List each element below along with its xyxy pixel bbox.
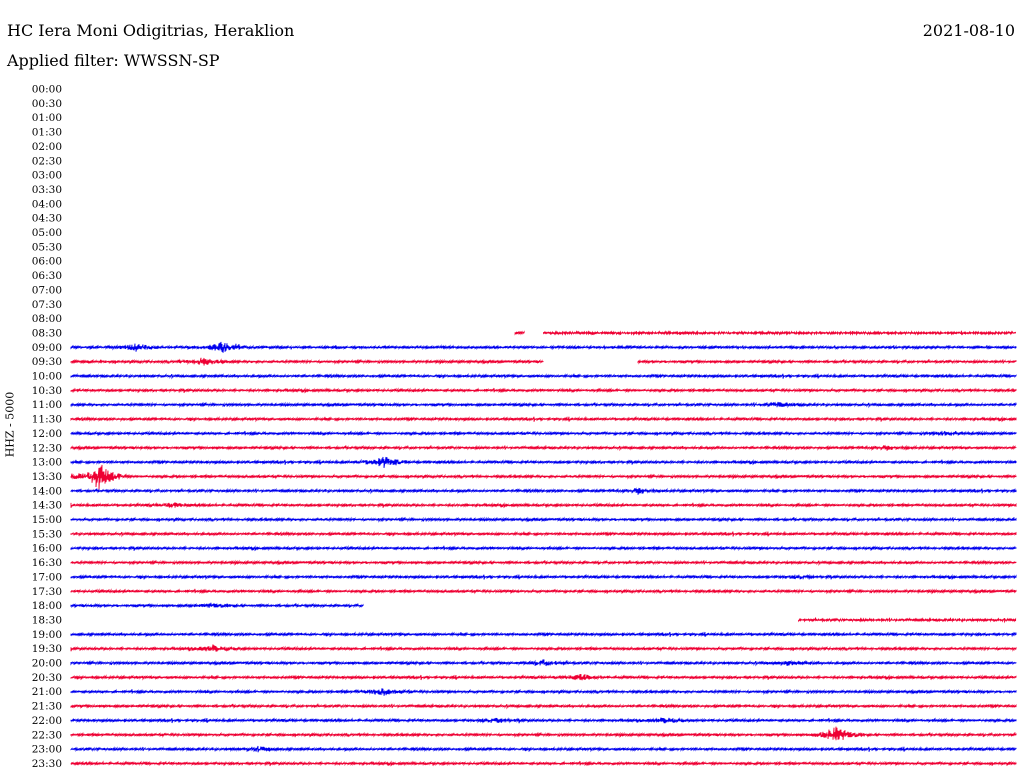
time-tick-label: 17:30	[32, 586, 62, 598]
time-tick-label: 14:30	[32, 500, 62, 512]
time-tick-label: 07:00	[32, 284, 62, 296]
time-tick-label: 20:30	[32, 672, 62, 684]
filter-label: Applied filter: WWSSN-SP	[7, 51, 220, 70]
time-tick-label: 11:00	[32, 399, 62, 411]
seismic-trace	[70, 387, 1017, 394]
time-tick-label: 00:00	[32, 84, 62, 96]
time-tick-label: 21:00	[32, 686, 62, 698]
seismic-trace	[70, 702, 1017, 710]
seismic-trace	[70, 502, 1017, 509]
time-tick-label: 08:00	[32, 313, 62, 325]
time-tick-label: 22:30	[32, 729, 62, 741]
time-tick-label: 10:30	[32, 385, 62, 397]
seismic-trace	[798, 616, 1017, 624]
time-tick-label: 09:00	[32, 342, 62, 354]
time-tick-label: 22:00	[32, 715, 62, 727]
time-tick-label: 11:30	[32, 414, 62, 426]
time-tick-label: 04:00	[32, 198, 62, 210]
seismic-trace	[70, 357, 544, 366]
seismic-trace	[70, 717, 1017, 724]
seismic-trace	[70, 545, 1017, 552]
time-tick-label: 19:00	[32, 629, 62, 641]
seismic-trace	[70, 588, 1017, 595]
time-tick-label: 13:30	[32, 471, 62, 483]
time-tick-label: 16:30	[32, 557, 62, 569]
seismic-trace	[70, 430, 1017, 437]
seismic-trace	[70, 401, 1017, 409]
seismic-trace	[70, 602, 364, 609]
time-tick-label: 12:30	[32, 442, 62, 454]
seismic-trace	[70, 415, 1017, 423]
seismic-trace	[70, 674, 1017, 681]
date-label: 2021-08-10	[922, 21, 1015, 40]
time-tick-label: 20:00	[32, 658, 62, 670]
time-tick-label: 00:30	[32, 98, 62, 110]
time-tick-label: 07:30	[32, 299, 62, 311]
time-tick-label: 08:30	[32, 327, 62, 339]
seismic-trace	[70, 631, 1017, 638]
seismic-trace	[70, 573, 1017, 581]
seismic-trace	[70, 760, 1017, 767]
time-tick-label: 16:00	[32, 543, 62, 555]
time-tick-label: 18:00	[32, 600, 62, 612]
time-tick-label: 21:30	[32, 701, 62, 713]
time-tick-label: 23:30	[32, 758, 62, 770]
seismic-trace	[70, 726, 1017, 741]
seismic-trace	[70, 530, 1017, 538]
time-tick-label: 05:30	[32, 241, 62, 253]
time-tick-label: 19:30	[32, 643, 62, 655]
time-tick-label: 03:00	[32, 170, 62, 182]
seismic-trace	[70, 341, 1017, 353]
time-tick-label: 18:30	[32, 614, 62, 626]
seismic-trace	[637, 358, 1017, 365]
time-tick-label: 10:00	[32, 371, 62, 383]
time-tick-label: 13:00	[32, 457, 62, 469]
seismic-trace	[70, 464, 1017, 490]
time-tick-label: 04:30	[32, 213, 62, 225]
time-tick-label: 09:30	[32, 356, 62, 368]
seismic-trace	[543, 329, 1016, 337]
seismic-trace	[70, 745, 1017, 753]
seismic-trace	[70, 559, 1017, 567]
seismic-trace	[70, 456, 1017, 468]
time-tick-label: 15:00	[32, 514, 62, 526]
time-tick-label: 05:00	[32, 227, 62, 239]
time-tick-label: 06:00	[32, 256, 62, 268]
seismic-trace	[70, 659, 1017, 667]
seismic-trace	[70, 516, 1017, 523]
seismic-trace	[70, 372, 1017, 380]
time-tick-label: 03:30	[32, 184, 62, 196]
seismic-trace	[70, 644, 1017, 652]
seismic-trace	[514, 330, 525, 336]
time-tick-label: 01:00	[32, 112, 62, 124]
seismic-trace	[70, 444, 1017, 452]
time-tick-label: 14:00	[32, 485, 62, 497]
time-tick-label: 12:00	[32, 428, 62, 440]
time-tick-label: 06:30	[32, 270, 62, 282]
seismic-trace	[70, 688, 1017, 696]
time-tick-label: 17:00	[32, 571, 62, 583]
time-tick-label: 01:30	[32, 127, 62, 139]
time-tick-label: 02:30	[32, 155, 62, 167]
time-tick-label: 15:30	[32, 528, 62, 540]
seismic-trace	[70, 487, 1017, 495]
station-title: HC Iera Moni Odigitrias, Heraklion	[7, 21, 295, 40]
time-tick-label: 02:00	[32, 141, 62, 153]
time-tick-label: 23:00	[32, 744, 62, 756]
